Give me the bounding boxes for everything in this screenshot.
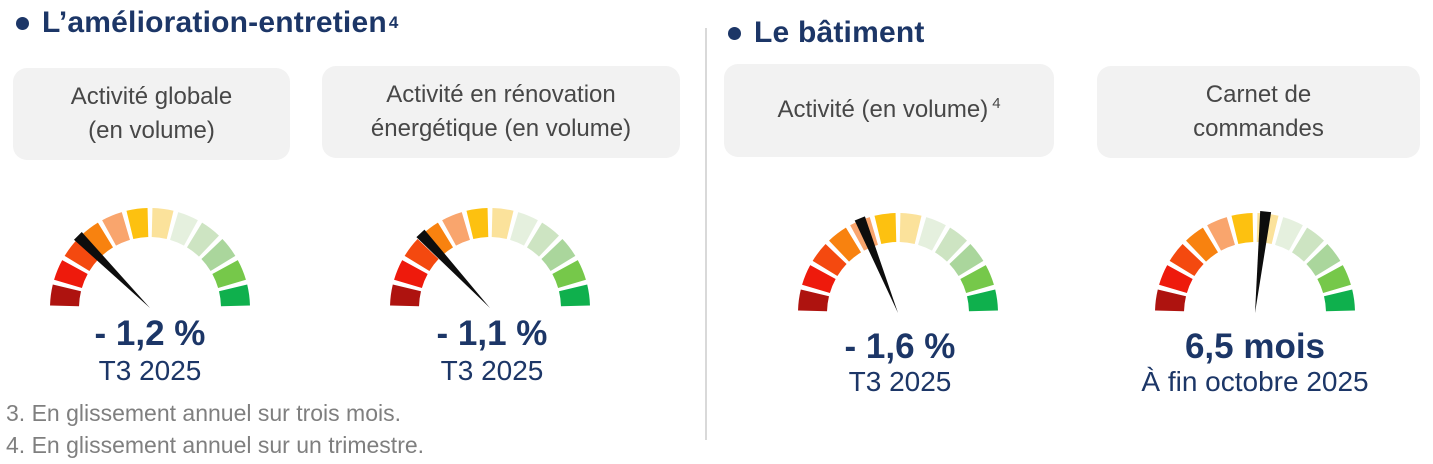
bullet-icon (16, 16, 29, 30)
gauge-segment (1324, 289, 1355, 312)
gauge-period: T3 2025 (848, 366, 952, 397)
gauge-segment (899, 213, 922, 244)
gauge-segment (421, 222, 454, 257)
gauge-needle (416, 229, 490, 308)
section-title-amelioration-entretien: L’amélioration-entretien 4 (16, 6, 399, 40)
gauge-segment (802, 265, 836, 293)
gauge-activite-batiment (793, 208, 1003, 320)
card-label-line: Activité globale (70, 82, 233, 110)
gauge-segment (918, 217, 946, 251)
gauge-segment (54, 260, 88, 288)
gauge-needle (73, 231, 150, 308)
gauge-segment (1317, 265, 1351, 293)
gauge-segment (186, 222, 219, 257)
gauge-segment (552, 260, 586, 288)
gauge-value: - 1,2 % (94, 314, 206, 353)
section-title-text: Le bâtiment (754, 16, 925, 49)
gauge-segment (219, 284, 250, 307)
title-superscript: 4 (388, 13, 399, 32)
gauge-segment (960, 265, 994, 293)
card-label-line: énergétique (en volume) (370, 115, 632, 142)
gauge-segment (1159, 265, 1193, 293)
gauge-segment (510, 212, 538, 246)
card-activite-batiment: Activité (en volume) 4 (724, 64, 1054, 157)
gauge-segment (1155, 289, 1186, 312)
card-carnet-commandes: Carnet de commandes (1097, 66, 1420, 158)
section-divider (705, 28, 707, 440)
gauge-segment (559, 284, 590, 307)
card-label-line: Activité (en volume) 4 (777, 93, 1000, 127)
footnote-3: 3. En glissement annuel sur trois mois. (6, 400, 402, 426)
gauge-segment (1169, 244, 1204, 277)
gauge-segment (151, 208, 174, 239)
gauge-segment (64, 239, 99, 272)
gauge-segment (126, 208, 149, 239)
gauge-segment (466, 208, 489, 239)
gauge-period: T3 2025 (440, 355, 544, 386)
gauge-segment (404, 239, 439, 272)
card-activite-globale: Activité globale (en volume) (13, 68, 290, 160)
gauge-needle (1255, 210, 1272, 313)
gauge-segment (829, 227, 862, 262)
card-renovation-energetique: Activité en rénovation énergétique (en v… (322, 66, 680, 158)
card-label-line: Activité en rénovation (386, 80, 616, 108)
gauge-value: - 1,1 % (436, 314, 548, 353)
gauge-segment (390, 284, 421, 307)
gauge-segment (491, 208, 514, 239)
gauge-carnet-commandes (1150, 208, 1360, 320)
gauge-segment (102, 212, 130, 246)
gauge-segment (212, 260, 246, 288)
card-label-line: (en volume) (88, 117, 215, 144)
gauge-segment (50, 284, 81, 307)
gauge-segment (541, 239, 576, 272)
gauge-segment (798, 289, 829, 312)
gauge-period: T3 2025 (98, 355, 202, 386)
gauge-period: À fin octobre 2025 (1141, 366, 1369, 397)
card-superscript: 4 (992, 95, 1001, 113)
section-title-text: L’amélioration-entretien (42, 6, 387, 39)
gauge-activite-globale (45, 203, 255, 315)
gauge-segment (81, 222, 114, 257)
gauge-segment (934, 227, 967, 262)
gauge-value: - 1,6 % (844, 327, 956, 366)
gauge-segment (1207, 217, 1235, 251)
gauge-segment (1291, 227, 1324, 262)
bullet-icon (728, 26, 741, 40)
card-label-line: commandes (1193, 115, 1324, 142)
gauge-value: 6,5 mois (1184, 327, 1326, 366)
gauge-segment (442, 212, 470, 246)
gauge-segment (394, 260, 428, 288)
card-label-text: Activité (en volume) (777, 96, 989, 124)
gauge-segment (949, 244, 984, 277)
gauge-segment (812, 244, 847, 277)
gauge-needle (854, 216, 898, 313)
gauge-segment (1275, 217, 1303, 251)
gauge-segment (201, 239, 236, 272)
gauge-segment (1306, 244, 1341, 277)
gauge-segment (526, 222, 559, 257)
card-label-line: Carnet de (1205, 80, 1312, 108)
gauge-segment (1186, 227, 1219, 262)
gauge-renovation-energetique (385, 203, 595, 315)
footnote-4: 4. En glissement annuel sur un trimestre… (6, 432, 425, 458)
gauge-segment (874, 213, 897, 244)
gauge-segment (170, 212, 198, 246)
gauge-segment (1231, 213, 1254, 244)
gauge-segment (967, 289, 998, 312)
section-title-batiment: Le bâtiment (728, 16, 925, 50)
